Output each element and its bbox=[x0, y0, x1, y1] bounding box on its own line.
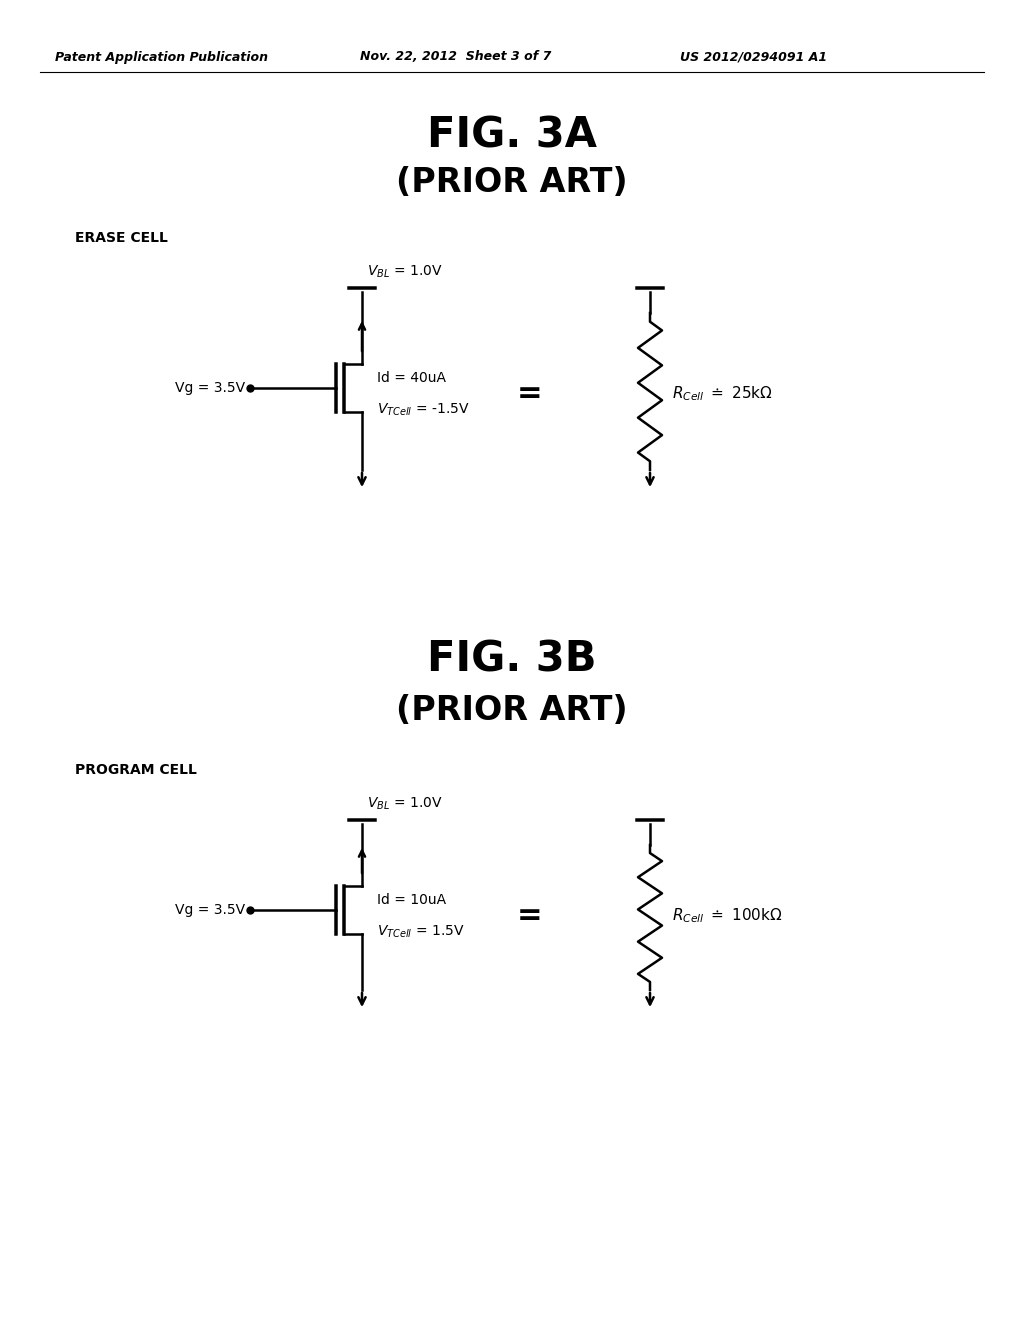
Text: $V_{TCell}$ = 1.5V: $V_{TCell}$ = 1.5V bbox=[377, 924, 465, 940]
Text: $V_{TCell}$ = -1.5V: $V_{TCell}$ = -1.5V bbox=[377, 401, 470, 418]
Text: Nov. 22, 2012  Sheet 3 of 7: Nov. 22, 2012 Sheet 3 of 7 bbox=[360, 50, 551, 63]
Text: Id = 10uA: Id = 10uA bbox=[377, 894, 446, 907]
Text: $R_{Cell}$ $\doteq$ 100k$\Omega$: $R_{Cell}$ $\doteq$ 100k$\Omega$ bbox=[672, 907, 782, 925]
Text: $R_{Cell}$ $\doteq$ 25k$\Omega$: $R_{Cell}$ $\doteq$ 25k$\Omega$ bbox=[672, 384, 773, 404]
Text: Patent Application Publication: Patent Application Publication bbox=[55, 50, 268, 63]
Text: (PRIOR ART): (PRIOR ART) bbox=[396, 165, 628, 198]
Text: FIG. 3A: FIG. 3A bbox=[427, 114, 597, 156]
Text: ERASE CELL: ERASE CELL bbox=[75, 231, 168, 246]
Text: PROGRAM CELL: PROGRAM CELL bbox=[75, 763, 197, 777]
Text: (PRIOR ART): (PRIOR ART) bbox=[396, 693, 628, 726]
Text: =: = bbox=[517, 902, 543, 931]
Text: Id = 40uA: Id = 40uA bbox=[377, 371, 446, 385]
Text: $V_{BL}$ = 1.0V: $V_{BL}$ = 1.0V bbox=[367, 796, 442, 812]
Text: US 2012/0294091 A1: US 2012/0294091 A1 bbox=[680, 50, 827, 63]
Text: Vg = 3.5V: Vg = 3.5V bbox=[175, 381, 245, 395]
Text: =: = bbox=[517, 380, 543, 408]
Text: Vg = 3.5V: Vg = 3.5V bbox=[175, 903, 245, 917]
Text: FIG. 3B: FIG. 3B bbox=[427, 639, 597, 681]
Text: $V_{BL}$ = 1.0V: $V_{BL}$ = 1.0V bbox=[367, 264, 442, 280]
